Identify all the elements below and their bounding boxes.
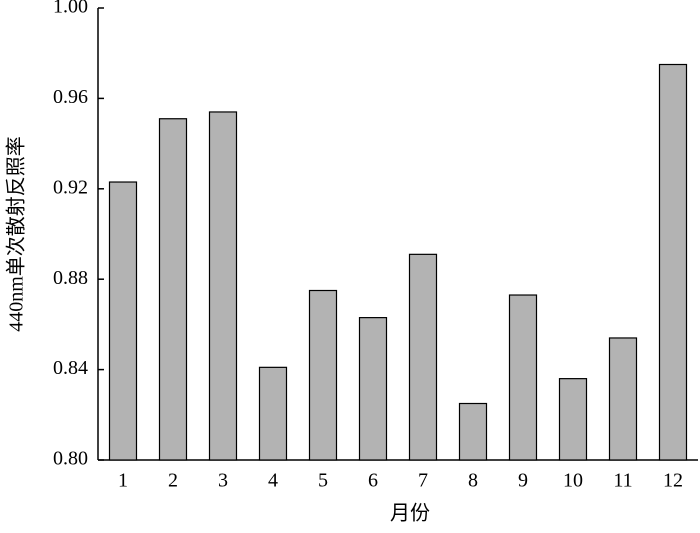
x-tick-label: 8 bbox=[468, 470, 478, 492]
x-tick-label: 4 bbox=[268, 470, 278, 492]
bar bbox=[358, 317, 388, 461]
bar bbox=[458, 402, 488, 461]
bar bbox=[558, 378, 588, 461]
y-axis-label: 440nm单次散射反照率 bbox=[5, 136, 28, 332]
x-tick-label: 11 bbox=[613, 470, 632, 492]
x-tick-label: 9 bbox=[518, 470, 528, 492]
x-tick-label: 5 bbox=[318, 470, 328, 492]
x-axis-label: 月份 bbox=[390, 502, 430, 525]
bar bbox=[658, 63, 688, 461]
bar bbox=[108, 181, 138, 461]
x-tick-label: 2 bbox=[168, 470, 178, 492]
x-tick-label: 1 bbox=[118, 470, 128, 492]
x-tick-label: 6 bbox=[368, 470, 378, 492]
y-tick-label: 0.92 bbox=[53, 176, 88, 198]
x-tick-label: 7 bbox=[418, 470, 428, 492]
y-tick-label: 0.84 bbox=[53, 357, 88, 379]
y-tick-label: 0.96 bbox=[53, 86, 88, 108]
bar bbox=[508, 294, 538, 461]
bar bbox=[308, 289, 338, 461]
bar bbox=[408, 253, 438, 461]
x-tick-label: 10 bbox=[563, 470, 583, 492]
x-tick-label: 3 bbox=[218, 470, 228, 492]
x-tick-label: 12 bbox=[663, 470, 683, 492]
y-tick-label: 1.00 bbox=[53, 0, 88, 18]
y-tick-label: 0.80 bbox=[53, 448, 88, 470]
bar bbox=[608, 337, 638, 461]
bar bbox=[158, 118, 188, 461]
bar bbox=[208, 111, 238, 461]
y-tick-label: 0.88 bbox=[53, 267, 88, 289]
bar bbox=[258, 366, 288, 461]
